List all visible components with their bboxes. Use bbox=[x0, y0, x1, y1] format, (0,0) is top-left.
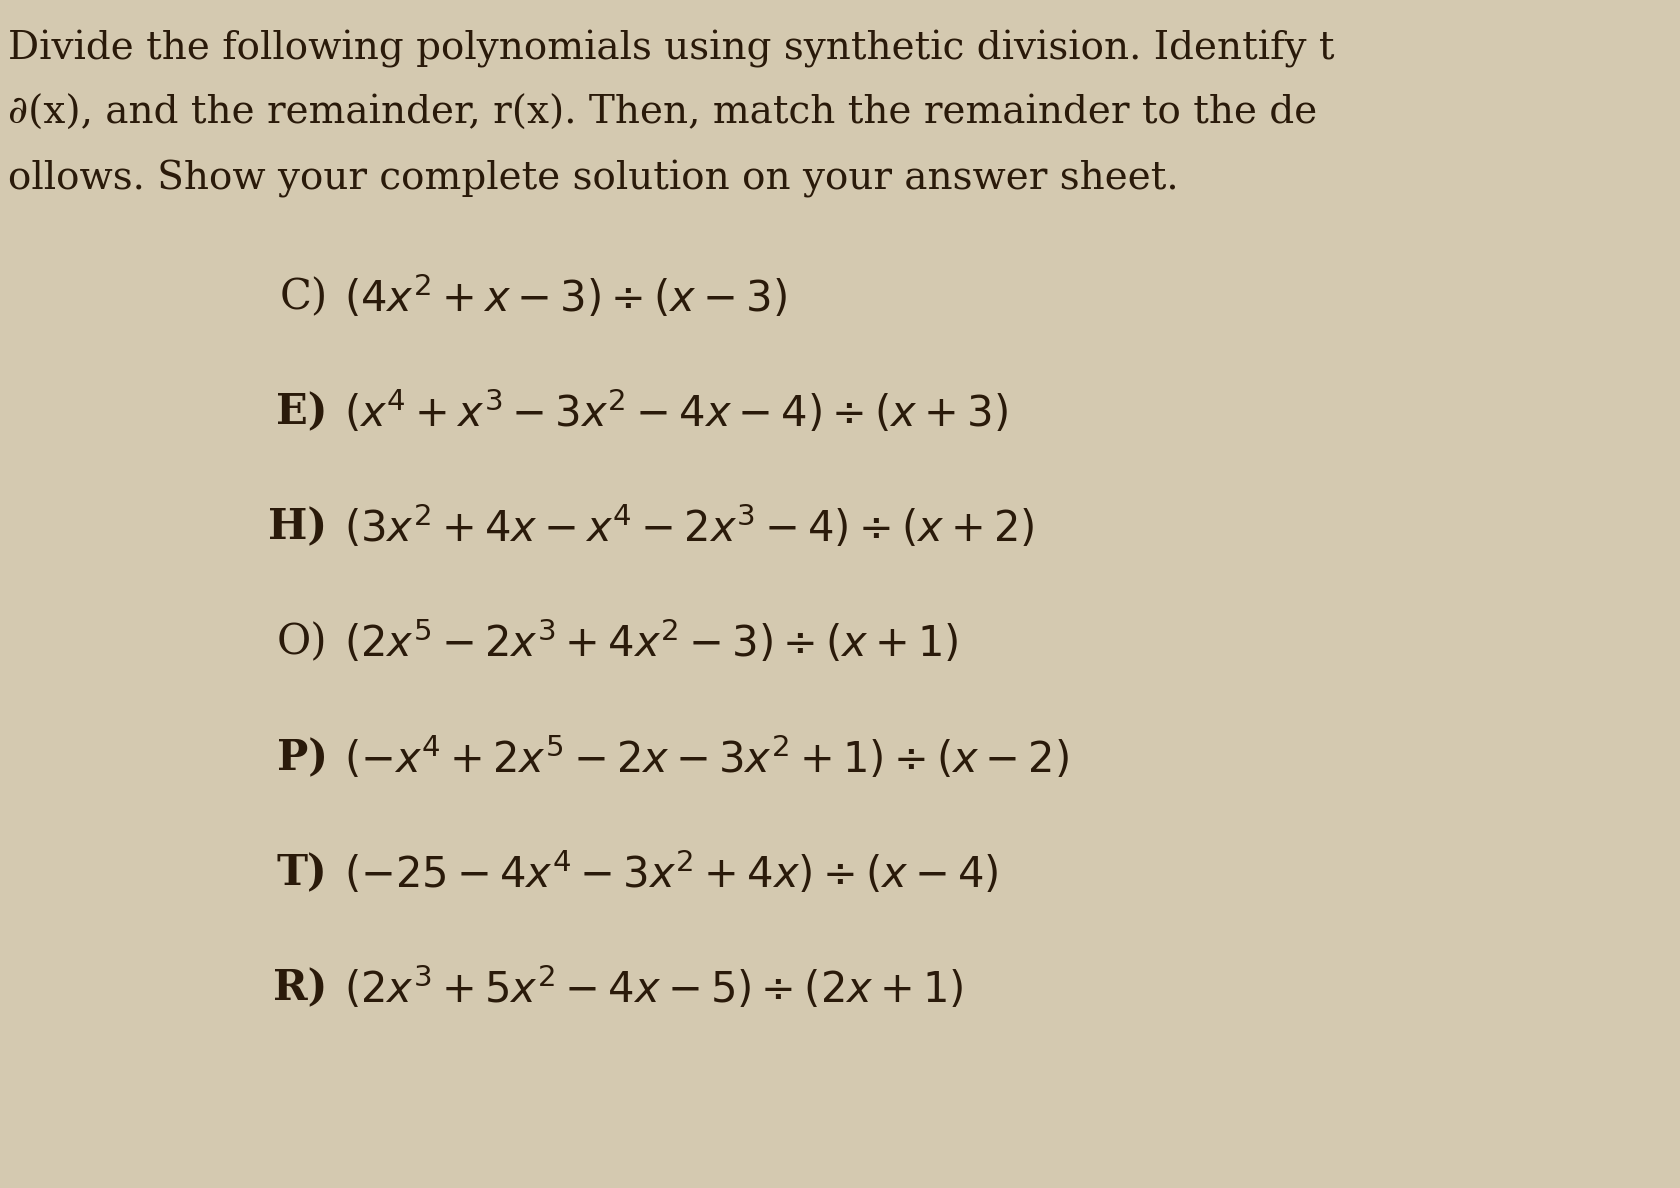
Text: $(4x^2 + x - 3) \div (x - 3)$: $(4x^2 + x - 3) \div (x - 3)$ bbox=[344, 273, 788, 321]
Text: P): P) bbox=[277, 737, 328, 779]
Text: H): H) bbox=[269, 506, 328, 549]
Text: $(-25 - 4x^4 - 3x^2 + 4x) \div (x - 4)$: $(-25 - 4x^4 - 3x^2 + 4x) \div (x - 4)$ bbox=[344, 849, 998, 897]
Text: $(3x^2 + 4x - x^4 - 2x^3 - 4) \div (x + 2)$: $(3x^2 + 4x - x^4 - 2x^3 - 4) \div (x + … bbox=[344, 504, 1035, 551]
Text: $( 2x^5 - 2x^3 + 4x^2 - 3) \div (x + 1)$: $( 2x^5 - 2x^3 + 4x^2 - 3) \div (x + 1)$ bbox=[344, 619, 959, 666]
Text: ∂(x), and the remainder, r(x). Then, match the remainder to the de: ∂(x), and the remainder, r(x). Then, mat… bbox=[8, 95, 1317, 132]
Text: $(-x^4 + 2x^5 - 2x - 3x^2 + 1) \div (x - 2)$: $(-x^4 + 2x^5 - 2x - 3x^2 + 1) \div (x -… bbox=[344, 734, 1070, 782]
Text: ollows. Show your complete solution on your answer sheet.: ollows. Show your complete solution on y… bbox=[8, 160, 1179, 198]
Text: $(2x^3 + 5x^2 - 4x - 5) \div (2x + 1)$: $(2x^3 + 5x^2 - 4x - 5) \div (2x + 1)$ bbox=[344, 965, 964, 1012]
Text: $(x^4 + x^3 - 3x^2 - 4x - 4) \div (x + 3)$: $(x^4 + x^3 - 3x^2 - 4x - 4) \div (x + 3… bbox=[344, 388, 1008, 436]
Text: C): C) bbox=[279, 276, 328, 318]
Text: R): R) bbox=[274, 967, 328, 1010]
Text: E): E) bbox=[276, 391, 328, 434]
Text: T): T) bbox=[277, 852, 328, 895]
Text: O): O) bbox=[277, 621, 328, 664]
Text: Divide the following polynomials using synthetic division. Identify t: Divide the following polynomials using s… bbox=[8, 30, 1336, 68]
